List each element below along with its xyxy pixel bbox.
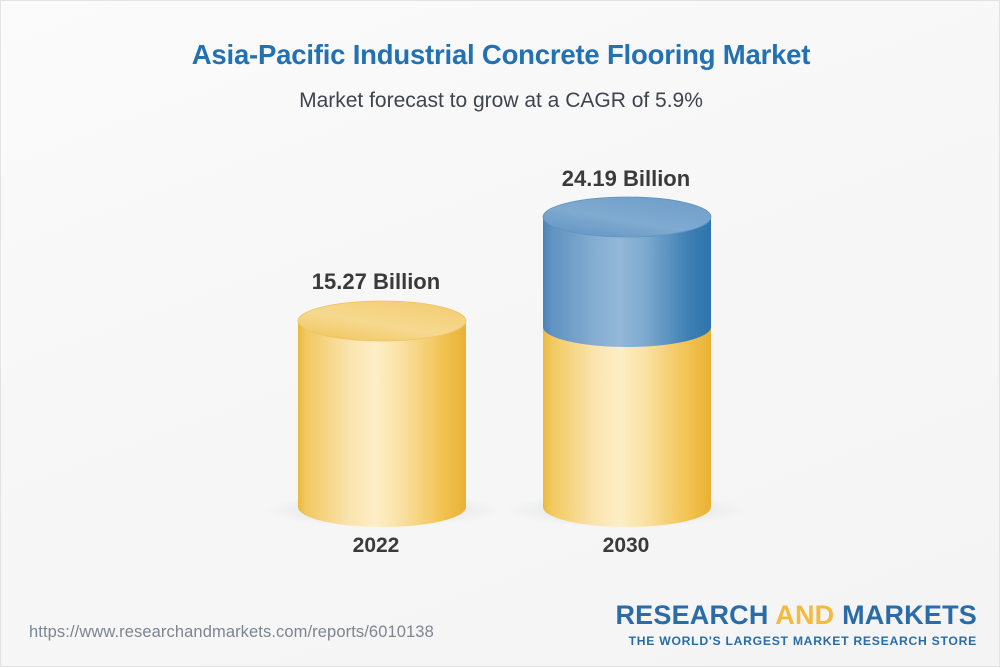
category-label-2030: 2030 — [602, 534, 650, 557]
bar-2030-gold-segment — [543, 327, 711, 527]
chart-title: Asia-Pacific Industrial Concrete Floorin… — [191, 39, 811, 70]
bar-2022 — [264, 300, 500, 527]
bar-2030-top-cap — [542, 196, 712, 238]
bar-2030 — [507, 196, 747, 527]
value-label-2022: 15.27 Billion — [311, 269, 441, 294]
bar-2022-top-cap — [297, 300, 467, 342]
logo-tagline: THE WORLD'S LARGEST MARKET RESEARCH STOR… — [628, 634, 977, 648]
category-label-2022: 2022 — [352, 534, 400, 557]
research-and-markets-logo: RESEARCH AND MARKETS THE WORLD'S LARGEST… — [615, 602, 977, 649]
logo-word-markets: MARKETS — [834, 600, 977, 630]
bar-2022-body — [298, 321, 466, 527]
logo-word-and: AND — [775, 600, 835, 630]
bar-2030-blue-segment — [543, 217, 711, 347]
value-label-2030: 24.19 Billion — [561, 166, 691, 191]
chart-subtitle: Market forecast to grow at a CAGR of 5.9… — [299, 89, 703, 112]
logo-word-research: RESEARCH — [615, 600, 776, 630]
logo-wordmark: RESEARCH AND MARKETS — [615, 602, 977, 629]
source-url[interactable]: https://www.researchandmarkets.com/repor… — [29, 623, 434, 641]
